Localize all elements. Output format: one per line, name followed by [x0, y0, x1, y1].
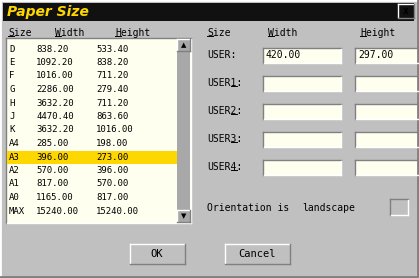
Text: 3632.20: 3632.20	[36, 125, 74, 135]
Bar	[130, 244, 185, 264]
Text: G: G	[9, 85, 14, 94]
Text: A0: A0	[9, 193, 20, 202]
Text: 1165.00: 1165.00	[36, 193, 74, 202]
Bar	[355, 76, 419, 91]
Text: A1: A1	[9, 180, 20, 188]
Text: USER4:: USER4:	[207, 162, 242, 172]
Text: Paper Size: Paper Size	[7, 5, 89, 19]
Bar	[263, 104, 341, 119]
Bar	[225, 244, 290, 264]
Text: Width: Width	[55, 28, 84, 38]
Text: USER2:: USER2:	[207, 106, 242, 116]
Text: 1016.00: 1016.00	[96, 125, 134, 135]
Text: 15240.00: 15240.00	[96, 207, 139, 215]
Bar	[390, 199, 408, 215]
Text: 533.40: 533.40	[96, 44, 128, 53]
Text: 396.00: 396.00	[36, 153, 68, 162]
Bar	[177, 39, 190, 222]
Text: 15240.00: 15240.00	[36, 207, 79, 215]
Bar	[177, 210, 190, 222]
Text: 570.00: 570.00	[96, 180, 128, 188]
Text: Size: Size	[207, 28, 230, 38]
Text: Width: Width	[268, 28, 297, 38]
Text: 285.00: 285.00	[36, 139, 68, 148]
Text: 838.20: 838.20	[36, 44, 68, 53]
Text: 273.00: 273.00	[96, 153, 128, 162]
Text: Height: Height	[115, 28, 150, 38]
Text: E: E	[9, 58, 14, 67]
Text: USER:: USER:	[207, 50, 236, 60]
Bar	[6, 38, 191, 223]
Text: 396.00: 396.00	[96, 166, 128, 175]
Text: 198.00: 198.00	[96, 139, 128, 148]
Bar	[263, 160, 341, 175]
Text: 570.00: 570.00	[36, 166, 68, 175]
Text: landscape: landscape	[302, 203, 355, 213]
Text: USER1:: USER1:	[207, 78, 242, 88]
Text: A2: A2	[9, 166, 20, 175]
Text: Size: Size	[8, 28, 31, 38]
Text: 279.40: 279.40	[96, 85, 128, 94]
Text: Height: Height	[360, 28, 395, 38]
Text: 297.00: 297.00	[358, 51, 393, 61]
Text: USER3:: USER3:	[207, 134, 242, 144]
Text: 4470.40: 4470.40	[36, 112, 74, 121]
Text: F: F	[9, 71, 14, 81]
Text: A4: A4	[9, 139, 20, 148]
Text: 711.20: 711.20	[96, 98, 128, 108]
Text: 863.60: 863.60	[96, 112, 128, 121]
Text: 1016.00: 1016.00	[36, 71, 74, 81]
Text: Cancel: Cancel	[238, 249, 276, 259]
Text: x: x	[403, 6, 409, 16]
Bar	[355, 160, 419, 175]
Bar	[263, 48, 341, 63]
Bar	[177, 39, 190, 51]
Text: OK: OK	[151, 249, 163, 259]
Bar	[355, 104, 419, 119]
Text: ▼: ▼	[181, 213, 186, 219]
Text: 1092.20: 1092.20	[36, 58, 74, 67]
Text: 711.20: 711.20	[96, 71, 128, 81]
Text: 420.00: 420.00	[266, 51, 301, 61]
Text: 817.00: 817.00	[36, 180, 68, 188]
Text: H: H	[9, 98, 14, 108]
Text: Orientation is: Orientation is	[207, 203, 289, 213]
Bar	[355, 48, 419, 63]
Bar	[7, 150, 177, 164]
Bar	[3, 3, 414, 21]
Bar	[355, 132, 419, 147]
Text: 817.00: 817.00	[96, 193, 128, 202]
Bar	[263, 76, 341, 91]
Text: D: D	[9, 44, 14, 53]
Text: 838.20: 838.20	[96, 58, 128, 67]
Bar	[263, 132, 341, 147]
Bar	[398, 4, 414, 18]
Text: 2286.00: 2286.00	[36, 85, 74, 94]
Text: 3632.20: 3632.20	[36, 98, 74, 108]
Text: MAX: MAX	[9, 207, 25, 215]
Text: A3: A3	[9, 153, 20, 162]
Text: J: J	[9, 112, 14, 121]
Text: ▲: ▲	[181, 42, 186, 48]
Text: K: K	[9, 125, 14, 135]
